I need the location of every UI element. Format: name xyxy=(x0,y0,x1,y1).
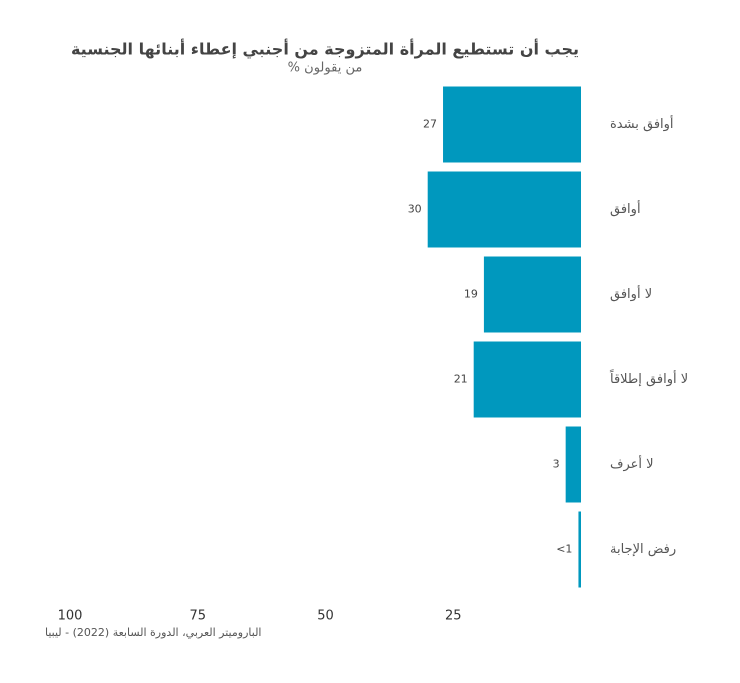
chart-subtitle: % من يقولون xyxy=(288,61,363,76)
bar xyxy=(578,511,581,588)
category-label: رفض الإجابة xyxy=(610,542,676,557)
value-label: <1 xyxy=(556,543,572,556)
x-tick-label: 50 xyxy=(317,609,334,624)
chart-title: يجب أن تستطيع المرأة المتزوجة من أجنبي إ… xyxy=(71,39,579,60)
value-label: 27 xyxy=(423,118,437,131)
value-label: 21 xyxy=(454,373,468,386)
category-label: لا أعرف xyxy=(610,455,654,472)
x-tick-label: 25 xyxy=(445,609,462,624)
bar xyxy=(473,341,581,418)
source: الباروميتر العربي، الدورة السابعة (2022)… xyxy=(45,626,261,639)
category-label: لا أوافق xyxy=(610,285,652,302)
x-tick-label: 75 xyxy=(189,609,206,624)
category-label: لا أوافق إطلاقاً xyxy=(610,369,689,387)
bar xyxy=(427,171,581,248)
bar xyxy=(443,86,581,163)
bar xyxy=(565,426,581,503)
bar xyxy=(483,256,581,333)
value-label: 30 xyxy=(408,203,422,216)
category-label: أوافق xyxy=(610,200,641,217)
value-label: 19 xyxy=(464,288,478,301)
value-label: 3 xyxy=(553,458,560,471)
x-tick-label: 100 xyxy=(58,609,83,624)
category-label: أوافق بشدة xyxy=(610,115,674,132)
